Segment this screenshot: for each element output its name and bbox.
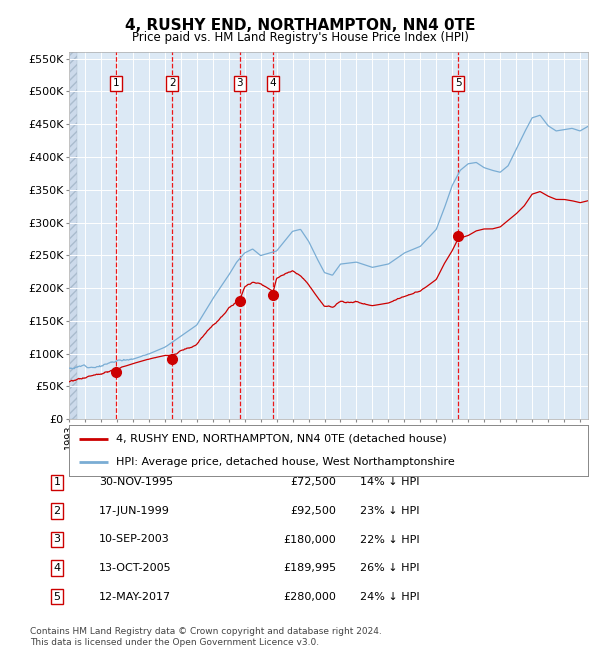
Text: 13-OCT-2005: 13-OCT-2005 <box>99 563 172 573</box>
Text: 10-SEP-2003: 10-SEP-2003 <box>99 534 170 545</box>
Text: 23% ↓ HPI: 23% ↓ HPI <box>360 506 419 516</box>
Text: 22% ↓ HPI: 22% ↓ HPI <box>360 534 419 545</box>
Text: 4, RUSHY END, NORTHAMPTON, NN4 0TE (detached house): 4, RUSHY END, NORTHAMPTON, NN4 0TE (deta… <box>116 434 446 444</box>
Text: 3: 3 <box>236 79 243 88</box>
Text: 2: 2 <box>169 79 175 88</box>
Text: 1: 1 <box>53 477 61 488</box>
Text: 5: 5 <box>455 79 461 88</box>
Text: £189,995: £189,995 <box>283 563 336 573</box>
Text: HPI: Average price, detached house, West Northamptonshire: HPI: Average price, detached house, West… <box>116 457 454 467</box>
Text: 2: 2 <box>53 506 61 516</box>
Text: £92,500: £92,500 <box>290 506 336 516</box>
Text: 4, RUSHY END, NORTHAMPTON, NN4 0TE: 4, RUSHY END, NORTHAMPTON, NN4 0TE <box>125 18 475 34</box>
Text: 12-MAY-2017: 12-MAY-2017 <box>99 592 171 602</box>
Text: 26% ↓ HPI: 26% ↓ HPI <box>360 563 419 573</box>
Text: 4: 4 <box>270 79 277 88</box>
Text: 24% ↓ HPI: 24% ↓ HPI <box>360 592 419 602</box>
Text: Contains HM Land Registry data © Crown copyright and database right 2024.
This d: Contains HM Land Registry data © Crown c… <box>30 627 382 647</box>
Text: 4: 4 <box>53 563 61 573</box>
Text: £280,000: £280,000 <box>283 592 336 602</box>
Text: 30-NOV-1995: 30-NOV-1995 <box>99 477 173 488</box>
Text: 17-JUN-1999: 17-JUN-1999 <box>99 506 170 516</box>
Text: 3: 3 <box>53 534 61 545</box>
Bar <box>69 52 77 419</box>
Text: 14% ↓ HPI: 14% ↓ HPI <box>360 477 419 488</box>
Text: £72,500: £72,500 <box>290 477 336 488</box>
Text: Price paid vs. HM Land Registry's House Price Index (HPI): Price paid vs. HM Land Registry's House … <box>131 31 469 44</box>
Text: 5: 5 <box>53 592 61 602</box>
Text: 1: 1 <box>112 79 119 88</box>
Text: £180,000: £180,000 <box>283 534 336 545</box>
